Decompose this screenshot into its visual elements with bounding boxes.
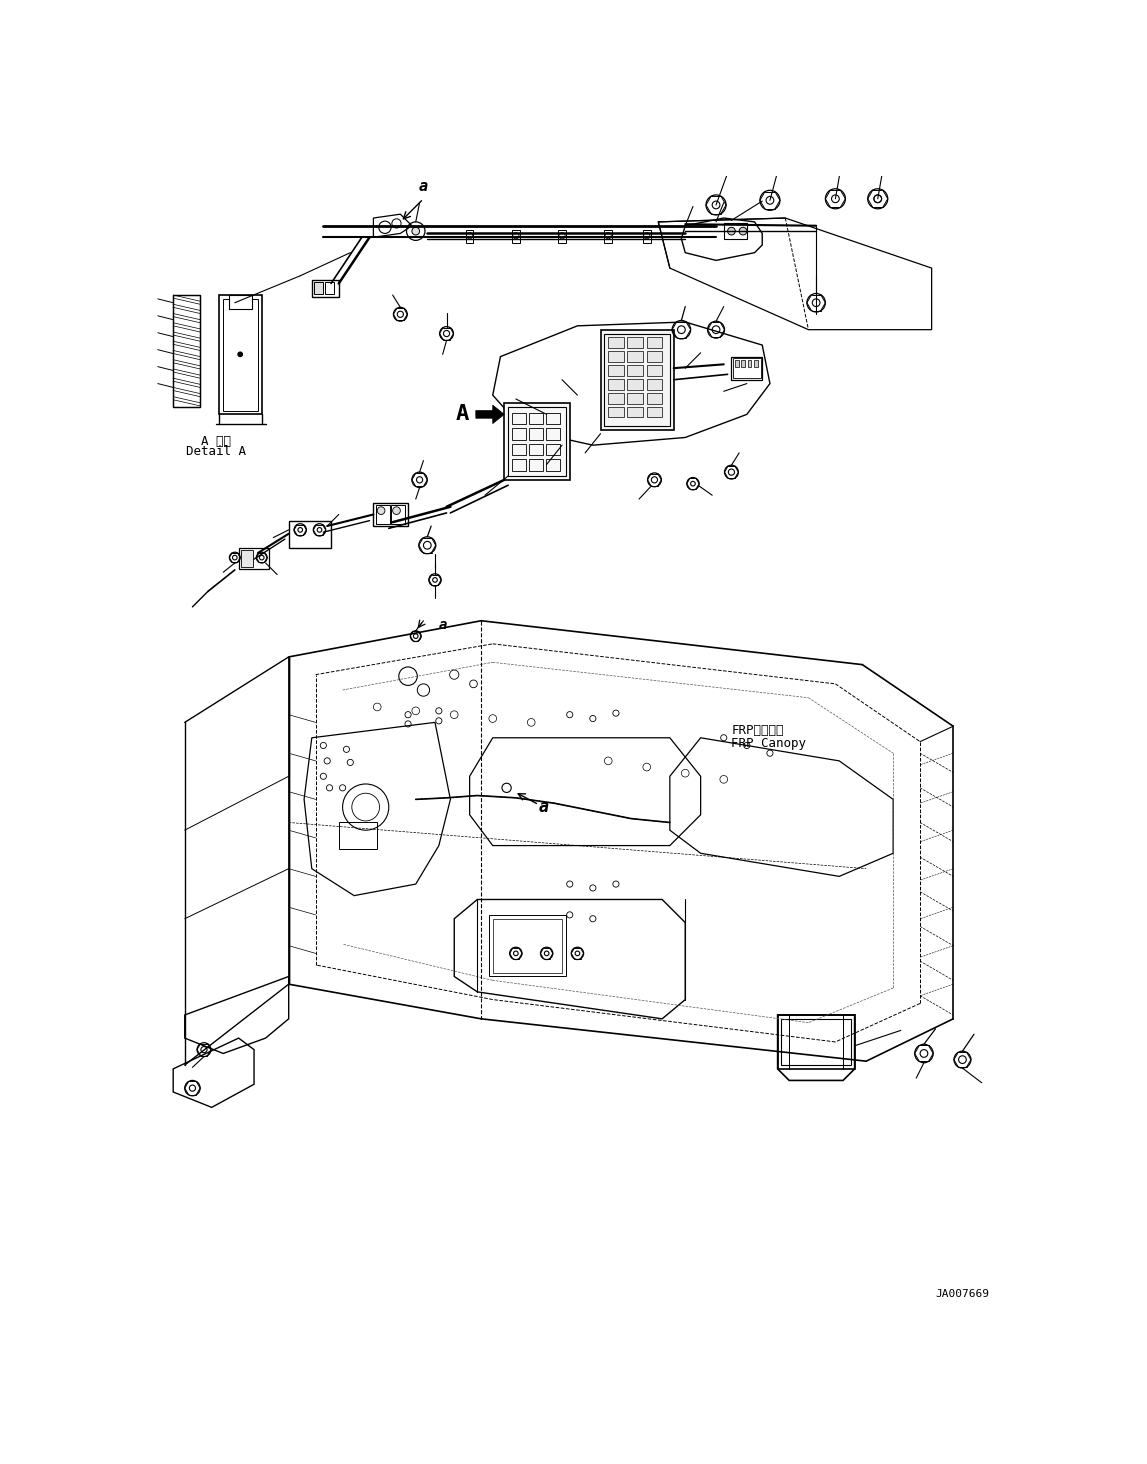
Bar: [224, 299, 258, 410]
Circle shape: [237, 351, 242, 357]
Bar: [493, 919, 562, 972]
Bar: [391, 505, 405, 524]
Text: FRP Canopy: FRP Canopy: [732, 738, 806, 751]
Bar: [338, 823, 377, 849]
Bar: [529, 413, 543, 425]
Bar: [505, 403, 570, 480]
Bar: [508, 407, 565, 476]
Bar: [748, 360, 751, 366]
Bar: [604, 230, 612, 243]
Bar: [546, 460, 560, 470]
Bar: [173, 296, 200, 407]
Text: a: a: [439, 618, 447, 631]
Polygon shape: [476, 406, 505, 423]
Bar: [546, 413, 560, 425]
Bar: [627, 407, 642, 417]
Bar: [489, 915, 565, 976]
Bar: [647, 351, 662, 362]
Circle shape: [377, 507, 385, 514]
Bar: [312, 280, 338, 297]
Circle shape: [727, 227, 735, 234]
Bar: [601, 329, 673, 430]
Bar: [647, 379, 662, 389]
Bar: [642, 230, 650, 243]
Bar: [512, 444, 525, 455]
Bar: [289, 521, 331, 548]
Bar: [627, 337, 642, 348]
Bar: [376, 505, 390, 524]
Bar: [219, 296, 262, 414]
Bar: [512, 460, 525, 470]
Bar: [741, 360, 746, 366]
Bar: [735, 360, 739, 366]
Bar: [239, 548, 270, 569]
Bar: [627, 392, 642, 404]
Bar: [325, 283, 334, 294]
Text: A: A: [455, 404, 469, 425]
Bar: [724, 224, 747, 239]
Bar: [374, 504, 408, 526]
Bar: [608, 407, 624, 417]
Bar: [546, 444, 560, 455]
Bar: [608, 337, 624, 348]
Bar: [627, 351, 642, 362]
Bar: [173, 296, 200, 407]
Bar: [627, 365, 642, 376]
Bar: [608, 351, 624, 362]
Bar: [647, 337, 662, 348]
Bar: [559, 230, 565, 243]
Bar: [529, 429, 543, 439]
Bar: [608, 379, 624, 389]
Bar: [733, 359, 760, 378]
Bar: [647, 392, 662, 404]
Circle shape: [392, 507, 400, 514]
Bar: [228, 296, 251, 309]
Bar: [647, 407, 662, 417]
Circle shape: [739, 227, 747, 234]
Text: a: a: [419, 179, 428, 193]
Circle shape: [412, 227, 420, 234]
Bar: [529, 444, 543, 455]
Bar: [732, 357, 763, 379]
Bar: [529, 460, 543, 470]
Text: Detail A: Detail A: [186, 445, 245, 458]
Text: FRPキャノピ: FRPキャノピ: [732, 723, 783, 736]
Bar: [608, 365, 624, 376]
Bar: [778, 1015, 855, 1069]
Bar: [314, 283, 323, 294]
Bar: [512, 230, 520, 243]
Bar: [754, 360, 758, 366]
Bar: [647, 365, 662, 376]
Bar: [627, 379, 642, 389]
Bar: [781, 1019, 851, 1064]
Text: A 詳細: A 詳細: [201, 435, 231, 448]
Bar: [608, 392, 624, 404]
Bar: [512, 413, 525, 425]
Bar: [241, 550, 252, 567]
Bar: [512, 429, 525, 439]
Text: JA007669: JA007669: [936, 1288, 990, 1299]
Bar: [466, 230, 474, 243]
Bar: [546, 429, 560, 439]
Bar: [604, 334, 670, 426]
Text: a: a: [539, 798, 549, 815]
